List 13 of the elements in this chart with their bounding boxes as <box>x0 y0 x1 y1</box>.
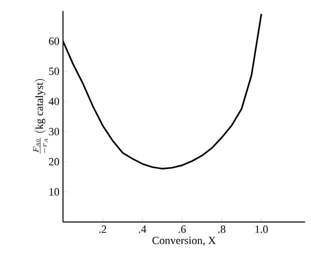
y-tick-label: 40 <box>48 98 60 106</box>
y-tick-label: 30 <box>49 128 60 136</box>
y-tick-label: 20 <box>49 158 60 166</box>
x-tick-label: 1.0 <box>255 226 268 233</box>
x-axis-title: Conversion, X <box>152 236 216 246</box>
y-tick-label: 60 <box>48 37 60 45</box>
x-tick-label: .6 <box>178 226 186 233</box>
x-tick-label: .4 <box>138 226 146 233</box>
x-tick-label: .8 <box>218 226 226 233</box>
x-tick-label: .2 <box>99 226 106 233</box>
y-tick-label: 10 <box>49 188 60 196</box>
y-axis-title: $\frac{F_{A0}}{-r_{A}}\ \mathrm{(kg\ catalyst)}$ <box>33 79 48 154</box>
y-tick-label: 50 <box>49 68 60 75</box>
